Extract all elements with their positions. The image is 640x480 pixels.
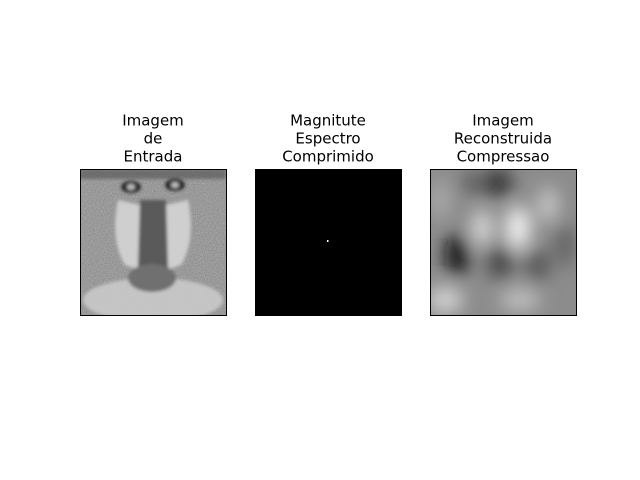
panel-title: Magnitute [290, 112, 366, 130]
spectrum-peak [327, 240, 329, 242]
panel-title: Imagem [122, 112, 184, 130]
axes-frame [255, 169, 402, 316]
panel-title: Compressao [457, 148, 550, 166]
panel-title: Imagem [472, 112, 534, 130]
panel-title: de [144, 130, 163, 148]
panel-title: Reconstruida [454, 130, 552, 148]
input-image [80, 169, 226, 315]
axes-frame [430, 169, 577, 316]
reconstructed-image [430, 169, 576, 315]
panel-title: Comprimido [282, 148, 374, 166]
panel-title: Espectro [295, 130, 360, 148]
axes-frame [80, 169, 227, 316]
panel-title: Entrada [124, 148, 183, 166]
